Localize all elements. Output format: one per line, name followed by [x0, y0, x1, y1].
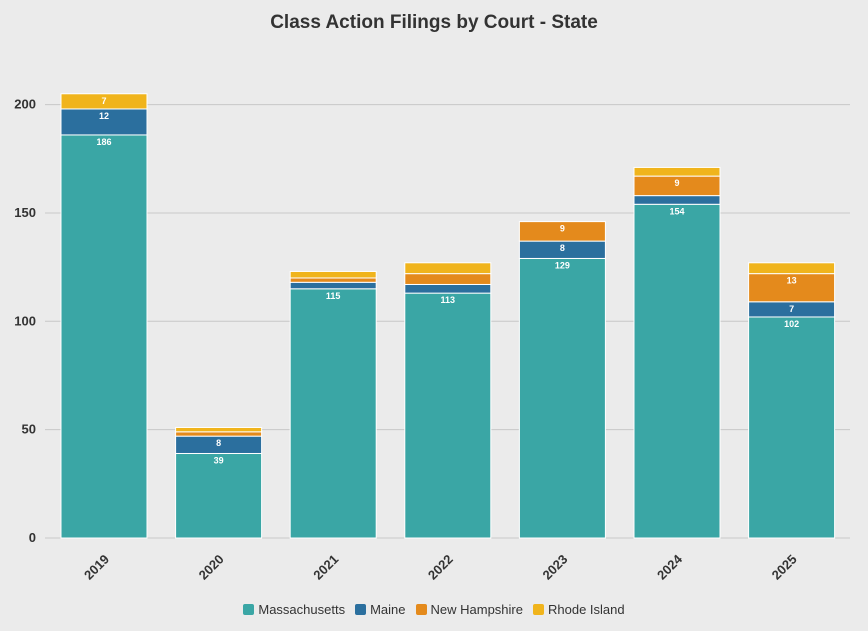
data-label: 8	[216, 438, 221, 448]
bar-segment	[175, 426, 263, 433]
data-label: 13	[787, 276, 797, 286]
data-label: 113	[441, 295, 456, 305]
legend: Massachusetts Maine New Hampshire Rhode Isl…	[0, 602, 868, 617]
legend-item[interactable]: Massachusetts	[243, 602, 345, 617]
legend-swatch	[243, 604, 255, 615]
bar-segment	[633, 195, 721, 205]
bar-segment	[289, 277, 377, 283]
data-label: 9	[560, 224, 565, 234]
bar-segment	[60, 134, 148, 539]
bar-segment	[60, 93, 148, 110]
bar-segment	[748, 273, 836, 303]
bar-segment	[289, 270, 377, 279]
legend-label: Rhode Island	[547, 602, 625, 617]
bar-segment	[518, 221, 606, 242]
legend-swatch	[532, 604, 544, 615]
data-label: 9	[674, 178, 679, 188]
data-label: 102	[784, 319, 799, 329]
x-axis: 2019 2020 2021 2022 2023 2024 2025	[81, 551, 800, 583]
bar-segment	[175, 452, 263, 539]
y-axis: 0 50 100 150 200	[14, 97, 36, 545]
bar-segment	[175, 431, 263, 437]
legend-label: Maine	[370, 602, 406, 617]
bar-segment	[404, 292, 492, 539]
x-tick-label: 2021	[310, 552, 341, 583]
data-label: 186	[96, 137, 111, 147]
bar-segment	[633, 203, 721, 539]
y-tick-label: 0	[29, 530, 36, 545]
y-tick-label: 100	[14, 313, 36, 328]
legend-label: Massachusetts	[258, 602, 346, 617]
legend-item[interactable]: Rhode Island	[532, 602, 625, 617]
x-tick-label: 2025	[769, 552, 800, 583]
y-tick-label: 50	[22, 422, 36, 437]
stacked-bar-chart: 186 12 7 39 8 115 113 129 8 9 154 9 102 7 13 0 50 100 150…	[14, 93, 850, 583]
data-label: 154	[669, 206, 684, 216]
y-tick-label: 200	[14, 97, 36, 112]
data-label: 7	[789, 304, 794, 314]
data-label: 129	[555, 260, 570, 270]
data-label: 8	[560, 243, 565, 253]
x-tick-label: 2024	[654, 551, 686, 583]
bar-segment	[748, 316, 836, 539]
legend-item[interactable]: New Hampshire	[415, 602, 523, 617]
data-label: 12	[99, 111, 109, 121]
legend-label: New Hampshire	[430, 602, 523, 617]
bars	[60, 93, 836, 539]
bar-segment	[404, 262, 492, 275]
legend-item[interactable]: Maine	[355, 602, 406, 617]
data-labels: 186 12 7 39 8 115 113 129 8 9 154 9 102 7 13	[96, 96, 799, 466]
x-tick-label: 2023	[539, 552, 570, 583]
x-tick-label: 2020	[196, 552, 227, 583]
bar-segment	[404, 283, 492, 294]
chart-title: Class Action Filings by Court - State	[270, 12, 598, 33]
legend-swatch	[415, 604, 427, 615]
bar-segment	[60, 108, 148, 136]
data-label: 39	[214, 455, 224, 465]
y-tick-label: 150	[14, 205, 36, 220]
bar-segment	[518, 257, 606, 539]
x-tick-label: 2022	[425, 552, 456, 583]
data-label: 7	[101, 96, 106, 106]
bar-segment	[633, 166, 721, 177]
data-label: 115	[326, 291, 341, 301]
bar-segment	[404, 273, 492, 285]
bar-segment	[289, 281, 377, 290]
x-tick-label: 2019	[81, 552, 112, 583]
legend-swatch	[355, 604, 367, 615]
bar-segment	[748, 262, 836, 275]
bar-segment	[289, 288, 377, 539]
